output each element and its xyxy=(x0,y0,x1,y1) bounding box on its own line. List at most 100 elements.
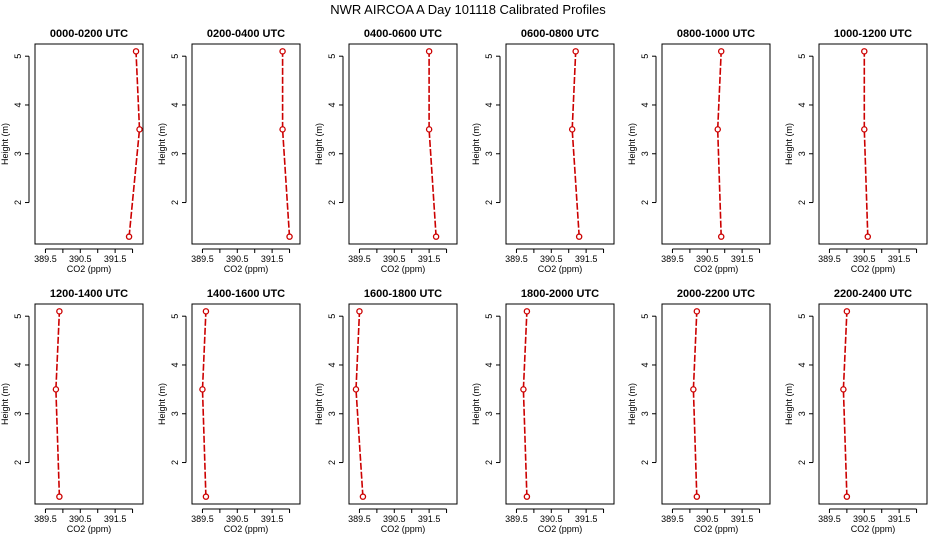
x-tick-label: 390.5 xyxy=(853,514,876,524)
y-tick-label: 2 xyxy=(327,200,337,205)
x-tick-label: 389.5 xyxy=(661,514,684,524)
y-tick-label: 4 xyxy=(484,362,494,367)
panel-title: 0000-0200 UTC xyxy=(50,28,128,40)
x-tick-label: 389.5 xyxy=(818,514,841,524)
profile-line xyxy=(571,51,580,237)
x-tick-label: 389.5 xyxy=(505,254,528,264)
panel-title: 0800-1000 UTC xyxy=(677,28,755,40)
profile-point xyxy=(693,493,701,500)
y-tick-label: 2 xyxy=(797,200,807,205)
profile-point xyxy=(52,386,60,393)
y-tick-label: 5 xyxy=(13,314,23,319)
x-tick-label: 391.5 xyxy=(418,514,441,524)
profile-line xyxy=(128,51,141,237)
x-tick-label: 390.5 xyxy=(69,254,92,264)
x-tick-label: 391.5 xyxy=(731,514,754,524)
profile-point xyxy=(356,308,363,315)
y-tick-label: 2 xyxy=(327,460,337,465)
profile-point xyxy=(359,493,367,500)
profile-point xyxy=(286,233,293,240)
y-tick-label: 4 xyxy=(640,362,650,367)
x-tick-label: 390.5 xyxy=(226,514,249,524)
profile-point xyxy=(693,308,701,315)
x-tick-label: 391.5 xyxy=(888,254,911,264)
y-tick-label: 3 xyxy=(170,411,180,416)
plot-frame xyxy=(348,43,458,245)
y-tick-label: 3 xyxy=(484,151,494,156)
x-tick-label: 391.5 xyxy=(104,514,127,524)
y-tick-label: 2 xyxy=(797,460,807,465)
x-tick-label: 390.5 xyxy=(540,514,563,524)
y-axis-label: Height (m) xyxy=(0,383,10,425)
plot-frame xyxy=(34,43,144,245)
x-tick-label: 389.5 xyxy=(191,514,214,524)
y-axis-label: Height (m) xyxy=(471,383,481,425)
y-tick-label: 4 xyxy=(484,102,494,107)
profile-line xyxy=(716,51,722,237)
profile-point xyxy=(717,48,725,55)
profile-point xyxy=(568,126,576,133)
panel-title: 1600-1800 UTC xyxy=(364,288,442,300)
y-tick-label: 2 xyxy=(640,200,650,205)
plot-frame xyxy=(818,43,928,245)
profile-point xyxy=(840,386,847,393)
y-tick-label: 2 xyxy=(170,200,180,205)
plot-frame xyxy=(661,43,771,245)
profile-point xyxy=(352,386,360,393)
y-tick-label: 2 xyxy=(13,200,23,205)
profile-line xyxy=(522,311,528,497)
y-tick-label: 3 xyxy=(640,411,650,416)
profile-line xyxy=(281,51,291,237)
x-tick-label: 390.5 xyxy=(383,254,406,264)
profile-point xyxy=(202,308,210,315)
x-axis-label: CO2 (ppm) xyxy=(224,264,269,274)
profile-point xyxy=(279,126,286,133)
y-tick-label: 4 xyxy=(327,362,337,367)
x-axis-label: CO2 (ppm) xyxy=(851,264,896,274)
panel-title: 1000-1200 UTC xyxy=(834,28,912,40)
y-tick-label: 4 xyxy=(797,362,807,367)
x-tick-label: 389.5 xyxy=(818,254,841,264)
y-tick-label: 5 xyxy=(640,314,650,319)
x-tick-label: 390.5 xyxy=(540,254,563,264)
x-tick-label: 391.5 xyxy=(575,254,598,264)
y-tick-label: 5 xyxy=(13,54,23,59)
y-tick-label: 4 xyxy=(640,102,650,107)
profile-point xyxy=(199,386,206,393)
profile-point xyxy=(861,126,868,133)
x-axis-label: CO2 (ppm) xyxy=(381,264,426,274)
profile-point xyxy=(202,493,210,500)
panel-title: 1400-1600 UTC xyxy=(207,288,285,300)
profile-line xyxy=(55,311,61,497)
y-axis-label: Height (m) xyxy=(627,123,637,165)
x-axis-label: CO2 (ppm) xyxy=(538,524,583,534)
profile-point xyxy=(125,233,133,240)
profile-line xyxy=(863,51,869,237)
y-tick-label: 4 xyxy=(797,102,807,107)
plot-frame xyxy=(505,303,615,505)
y-tick-label: 3 xyxy=(484,411,494,416)
x-tick-label: 389.5 xyxy=(34,514,57,524)
y-tick-label: 3 xyxy=(327,151,337,156)
plot-frame xyxy=(661,303,771,505)
x-tick-label: 390.5 xyxy=(69,514,92,524)
y-tick-label: 4 xyxy=(13,102,23,107)
y-tick-label: 4 xyxy=(13,362,23,367)
profile-point xyxy=(56,308,63,315)
x-tick-label: 390.5 xyxy=(696,514,719,524)
x-tick-label: 391.5 xyxy=(888,514,911,524)
y-tick-label: 4 xyxy=(327,102,337,107)
y-axis-label: Height (m) xyxy=(157,383,167,425)
y-tick-label: 2 xyxy=(484,460,494,465)
panel-title: 1200-1400 UTC xyxy=(50,288,128,300)
x-tick-label: 391.5 xyxy=(418,254,441,264)
y-tick-label: 2 xyxy=(640,460,650,465)
y-axis-label: Height (m) xyxy=(784,123,794,165)
figure-title: NWR AIRCOA A Day 101118 Calibrated Profi… xyxy=(330,2,606,17)
profile-point xyxy=(432,233,440,240)
x-tick-label: 389.5 xyxy=(505,514,528,524)
